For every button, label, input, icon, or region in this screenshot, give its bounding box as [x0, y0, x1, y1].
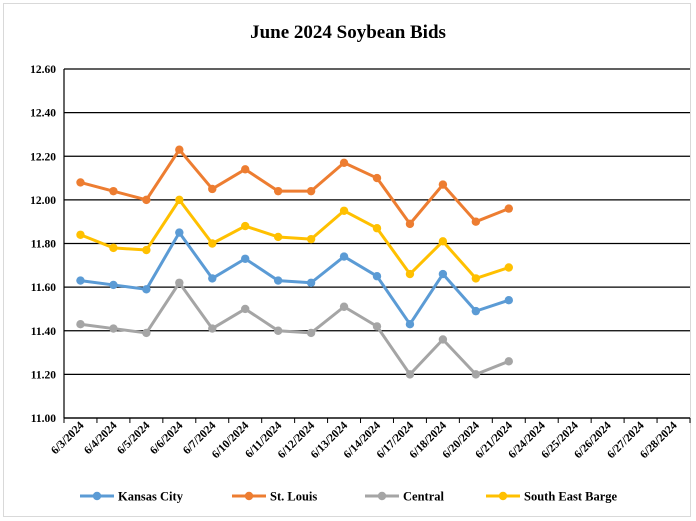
- data-point: [241, 304, 250, 314]
- x-tick-label: 6/5/2024: [115, 419, 153, 457]
- legend-marker: [92, 491, 102, 501]
- data-point: [438, 180, 448, 189]
- data-point: [339, 252, 349, 261]
- data-point: [142, 245, 151, 255]
- legend-item: South East Barge: [486, 490, 618, 504]
- data-point: [109, 243, 118, 253]
- data-point: [273, 232, 283, 242]
- data-point: [405, 320, 415, 329]
- data-point: [175, 278, 184, 287]
- data-point: [372, 322, 382, 331]
- y-tick-label: 11.00: [31, 413, 56, 425]
- x-axis-ticks: 6/3/20246/4/20246/5/20246/6/20246/7/2024…: [49, 419, 680, 461]
- legend-label: Central: [403, 490, 444, 504]
- data-point: [175, 195, 184, 205]
- data-point: [471, 370, 481, 379]
- data-point: [76, 178, 85, 187]
- y-axis-ticks: 11.00 11.20 11.40 11.60 11.80 12.00 12.20 12.40…: [30, 64, 56, 425]
- legend-item: St. Louis: [232, 490, 317, 504]
- y-tick-label: 12.40: [30, 108, 56, 120]
- data-point: [504, 263, 513, 272]
- axes: [63, 69, 691, 423]
- data-point: [208, 184, 217, 194]
- chart-title: June 2024 Soybean Bids: [250, 22, 446, 43]
- data-point: [471, 306, 481, 316]
- data-point: [76, 276, 85, 285]
- y-tick-label: 12.00: [30, 195, 56, 207]
- y-tick-label: 12.20: [30, 151, 56, 163]
- data-point: [504, 357, 513, 366]
- data-point: [142, 328, 151, 338]
- legend-label: Kansas City: [118, 490, 184, 504]
- series-line: [78, 148, 511, 226]
- data-point: [438, 269, 448, 279]
- data-point: [142, 195, 151, 205]
- legend: Kansas City St. Louis Central South East Ba…: [80, 490, 618, 504]
- legend-marker: [244, 491, 254, 501]
- data-point: [438, 237, 448, 246]
- data-point: [306, 186, 316, 196]
- legend-label: South East Barge: [524, 490, 618, 504]
- y-tick-label: 12.60: [30, 64, 56, 76]
- data-point: [306, 234, 316, 244]
- y-tick-label: 11.60: [31, 282, 56, 294]
- data-point: [405, 370, 415, 379]
- x-tick-label: 6/3/2024: [49, 419, 87, 457]
- data-point: [175, 228, 184, 237]
- legend-label: St. Louis: [270, 490, 317, 504]
- data-point: [339, 302, 349, 311]
- gridlines: [64, 68, 690, 419]
- data-point: [273, 276, 283, 285]
- y-tick-label: 11.80: [31, 239, 56, 251]
- x-tick-label: 6/4/2024: [82, 419, 120, 457]
- series-st-louis: [76, 145, 513, 229]
- data-point: [405, 269, 415, 279]
- series-central: [76, 278, 513, 379]
- data-point: [273, 326, 283, 335]
- data-point: [109, 186, 118, 196]
- series-south-east-barge: [76, 195, 513, 283]
- legend-item: Central: [365, 490, 444, 504]
- series-lines: [76, 145, 513, 379]
- data-point: [471, 217, 481, 226]
- data-point: [438, 335, 448, 344]
- data-point: [109, 280, 118, 290]
- data-point: [306, 278, 316, 287]
- x-tick-label: 6/28/2024: [638, 419, 680, 461]
- data-point: [372, 224, 382, 233]
- data-point: [208, 274, 217, 283]
- series-kansas-city: [76, 228, 513, 329]
- data-point: [76, 230, 85, 239]
- data-point: [208, 239, 217, 248]
- data-point: [142, 285, 151, 294]
- data-point: [504, 204, 513, 213]
- data-point: [208, 324, 217, 333]
- data-point: [504, 296, 513, 305]
- legend-marker: [377, 491, 387, 501]
- data-point: [339, 206, 349, 215]
- data-point: [241, 221, 250, 231]
- data-point: [372, 173, 382, 183]
- data-point: [372, 272, 382, 281]
- data-point: [241, 254, 250, 263]
- legend-marker: [498, 491, 508, 501]
- data-point: [471, 274, 481, 283]
- data-point: [273, 186, 283, 196]
- data-point: [306, 328, 316, 338]
- data-point: [76, 320, 85, 329]
- y-tick-label: 11.20: [31, 369, 56, 381]
- series-line: [78, 231, 511, 326]
- x-tick-label: 6/6/2024: [148, 419, 186, 457]
- data-point: [339, 158, 349, 167]
- legend-item: Kansas City: [80, 490, 184, 504]
- y-tick-label: 11.40: [31, 326, 56, 338]
- series-line: [78, 281, 511, 376]
- data-point: [241, 165, 250, 174]
- data-point: [175, 145, 184, 154]
- data-point: [405, 219, 415, 229]
- data-point: [109, 324, 118, 333]
- series-line: [78, 198, 511, 280]
